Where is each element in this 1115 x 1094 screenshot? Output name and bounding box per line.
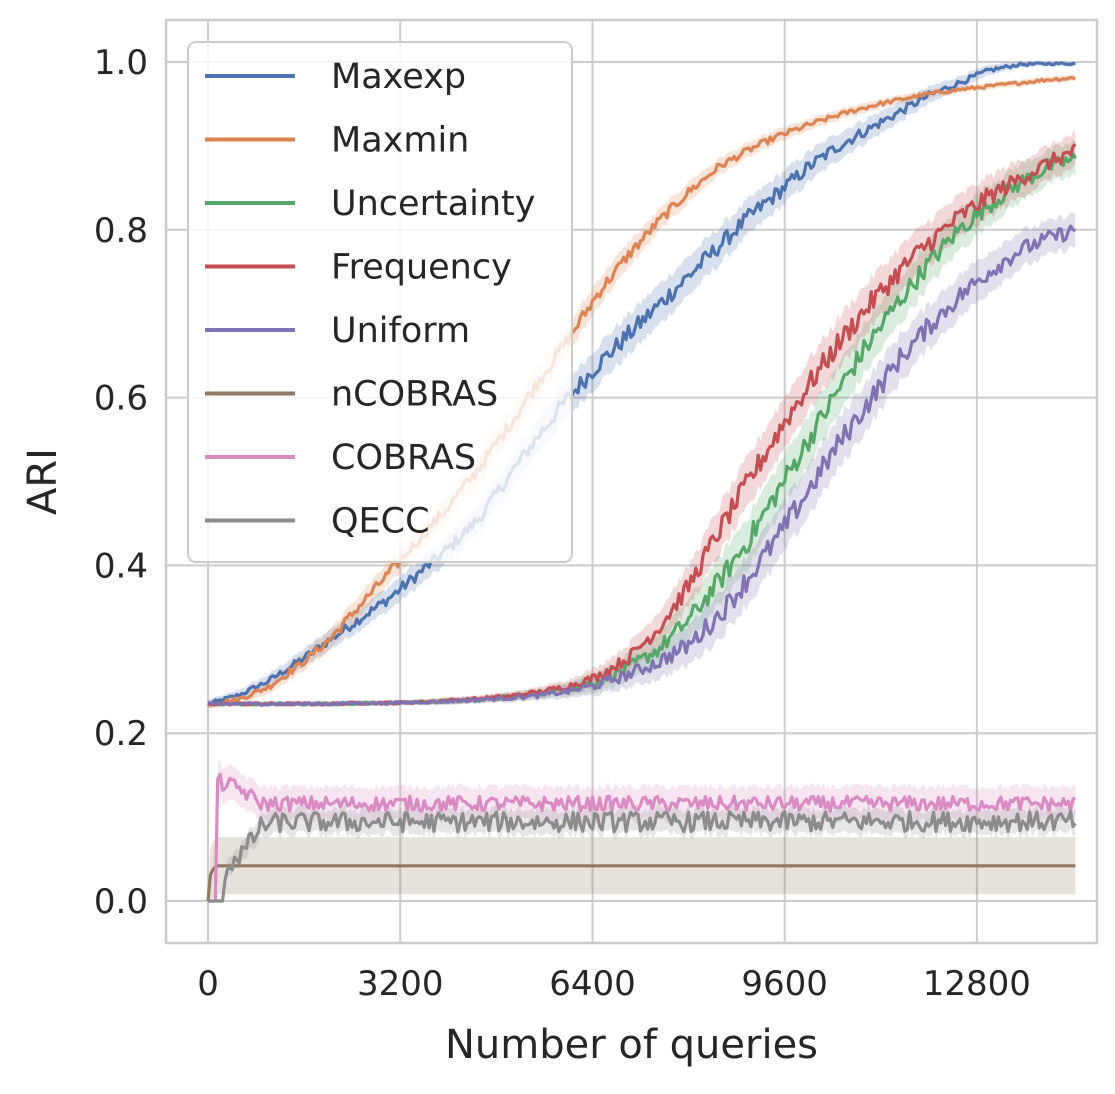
series-line-maxmin — [207, 76, 1077, 707]
plot-frame — [164, 18, 1099, 945]
band-uniform — [208, 212, 1076, 707]
legend: Maxexp Maxmin Uncertainty Frequency Uniform n… — [187, 41, 573, 563]
legend-label: Frequency — [331, 248, 512, 288]
x-tick-label: 3200 — [357, 964, 444, 1004]
legend-item: Maxexp — [205, 57, 466, 97]
series-lines — [206, 61, 1077, 903]
series-line-uniform — [207, 224, 1077, 707]
band-ncobras — [208, 837, 1076, 901]
legend-label: nCOBRAS — [331, 375, 498, 415]
y-tick-label: 1.0 — [94, 43, 148, 83]
legend-label: COBRAS — [331, 438, 476, 478]
legend-item: QECC — [205, 502, 430, 542]
series-line-cobras — [208, 772, 1076, 903]
legend-box — [187, 41, 573, 563]
x-tick-label: 0 — [197, 964, 219, 1004]
legend-item: COBRAS — [205, 438, 476, 478]
band-qecc — [208, 803, 1076, 906]
band-frequency — [208, 130, 1076, 707]
y-tick-label: 0.4 — [94, 546, 148, 586]
y-tick-label: 0.8 — [94, 211, 148, 251]
y-tick-label: 0.6 — [94, 379, 148, 419]
y-axis-label: ARI — [20, 448, 66, 515]
series-line-ncobras — [206, 864, 1076, 902]
legend-label: QECC — [331, 502, 430, 542]
legend-item: Frequency — [205, 248, 512, 288]
legend-item: Uniform — [205, 311, 470, 351]
legend-item: Maxmin — [205, 121, 469, 161]
legend-label: Maxmin — [331, 121, 469, 161]
legend-label: Uncertainty — [331, 184, 535, 224]
tick-labels: 0 3200 6400 9600 12800 0.0 0.2 0.4 0.6 0.8 1.0 — [94, 43, 1031, 1004]
legend-label: Maxexp — [331, 57, 466, 97]
band-cobras — [208, 760, 1076, 901]
y-tick-label: 0.0 — [94, 882, 148, 922]
x-axis-label: Number of queries — [445, 1022, 818, 1068]
x-tick-label: 9600 — [741, 964, 828, 1004]
legend-item: Uncertainty — [205, 184, 535, 224]
y-tick-label: 0.2 — [94, 714, 148, 754]
legend-item: nCOBRAS — [205, 375, 498, 415]
x-tick-label: 6400 — [549, 964, 636, 1004]
series-line-qecc — [208, 809, 1077, 903]
x-tick-label: 12800 — [923, 964, 1031, 1004]
legend-label: Uniform — [331, 311, 470, 351]
